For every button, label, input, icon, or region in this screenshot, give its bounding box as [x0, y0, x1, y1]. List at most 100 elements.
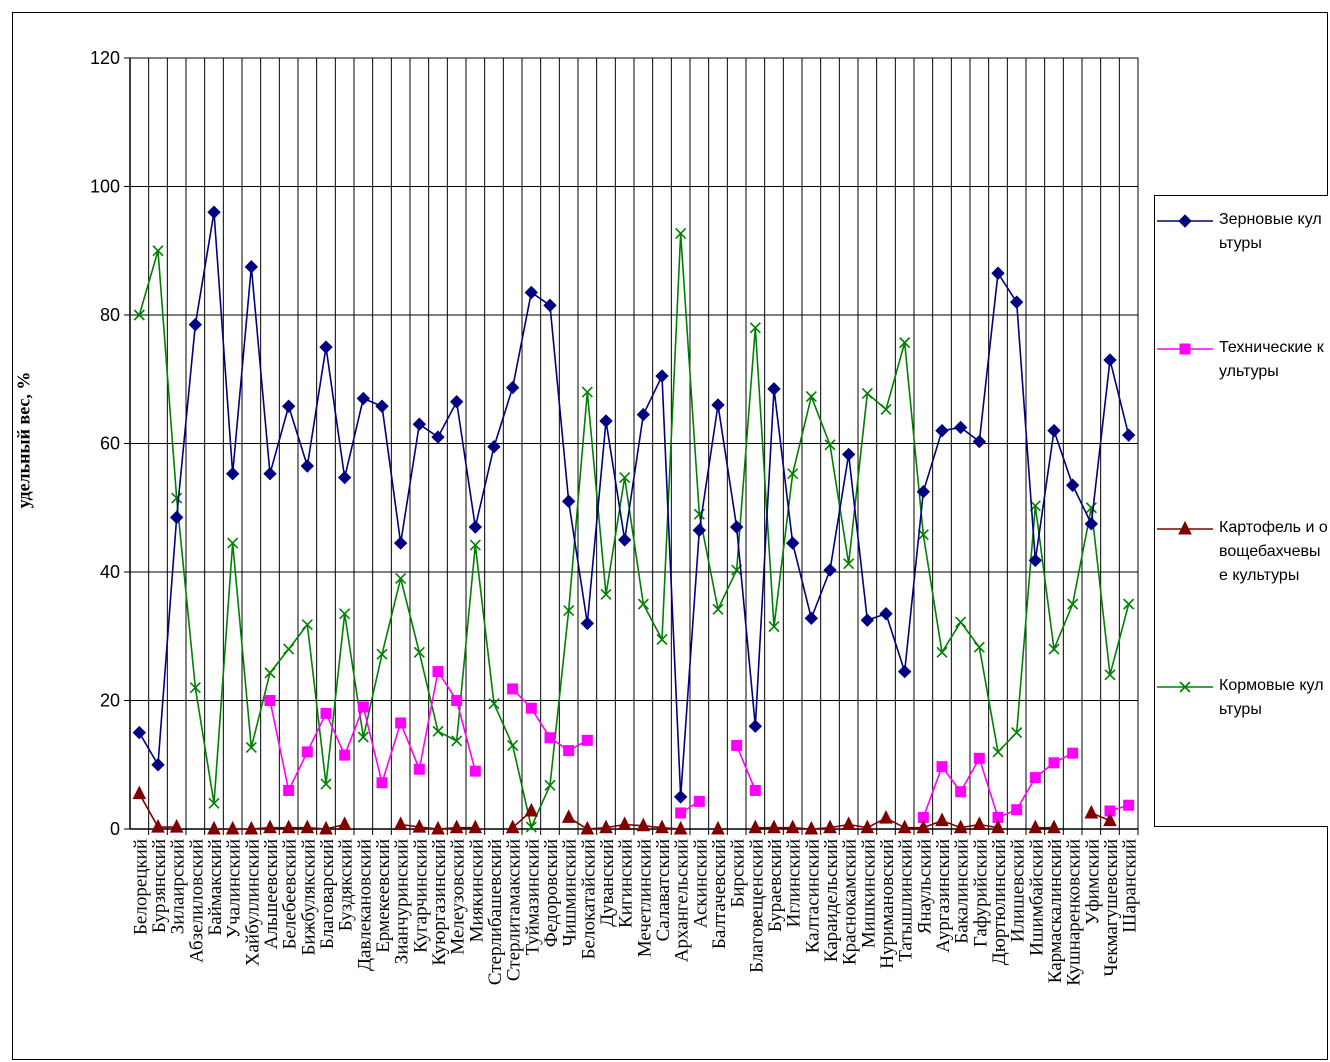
data-point	[992, 746, 1004, 758]
x-tick-label: Давлекановский	[354, 839, 375, 971]
x-tick-label: Краснокамский	[840, 839, 861, 965]
data-point	[955, 786, 967, 798]
data-point	[731, 739, 743, 751]
data-point	[544, 732, 556, 744]
data-point	[319, 820, 333, 835]
data-point	[636, 817, 651, 832]
data-point	[151, 818, 165, 833]
data-point	[841, 447, 856, 462]
x-tick-label: Дуванский	[597, 839, 618, 927]
data-point	[1065, 478, 1080, 492]
data-point	[973, 752, 985, 764]
data-point	[599, 414, 613, 428]
data-point	[1047, 819, 1061, 834]
data-point	[712, 603, 724, 615]
data-point	[469, 539, 481, 551]
data-point	[132, 785, 147, 800]
data-point	[337, 470, 352, 485]
data-point	[413, 763, 425, 775]
data-point	[505, 819, 520, 834]
data-point	[507, 739, 519, 752]
data-point	[376, 777, 388, 789]
data-point	[1085, 502, 1097, 514]
data-point	[804, 820, 819, 835]
data-point	[935, 812, 949, 827]
data-point	[244, 260, 259, 274]
data-point	[729, 520, 744, 534]
x-tick-label: Белокатайский	[578, 839, 599, 959]
x-tick-label: Мелеузовский	[448, 839, 469, 955]
y-tick-label: 60	[100, 434, 120, 454]
data-point	[1104, 669, 1116, 681]
x-tick-label: Кармаскалинский	[1045, 839, 1066, 983]
data-point	[357, 701, 369, 713]
data-point	[1179, 681, 1191, 693]
x-tick-label: Иглинский	[784, 839, 805, 927]
data-point	[785, 536, 800, 550]
data-point	[1011, 804, 1023, 816]
data-point	[916, 819, 931, 834]
data-point	[543, 298, 557, 313]
data-point	[973, 641, 985, 653]
data-point	[505, 380, 520, 395]
data-point	[749, 322, 761, 334]
data-point	[767, 382, 781, 396]
data-point	[264, 695, 276, 706]
data-point	[320, 778, 332, 790]
data-point	[393, 816, 408, 831]
data-point	[711, 820, 725, 835]
x-tick-label: Аскинский	[690, 839, 711, 928]
data-point	[692, 523, 707, 537]
y-axis-title: удельный вес, %	[13, 371, 34, 509]
data-point	[767, 819, 781, 834]
data-point	[376, 648, 388, 660]
y-tick-label: 40	[100, 562, 120, 582]
legend-marker	[1157, 214, 1213, 228]
data-point	[281, 819, 296, 834]
data-point	[1084, 517, 1099, 531]
data-point	[580, 820, 595, 835]
x-tick-label: Чекмагушевский	[1101, 839, 1122, 977]
x-tick-label: Бижбулякский	[298, 839, 319, 956]
data-point	[432, 725, 444, 737]
data-point	[395, 572, 407, 584]
data-point	[1103, 353, 1117, 367]
x-tick-label: Салаватский	[653, 839, 674, 941]
x-tick-label: Янаульский	[914, 839, 935, 934]
data-point	[412, 417, 427, 431]
data-point	[283, 784, 295, 796]
series-line	[735, 745, 757, 791]
data-point	[339, 749, 351, 761]
x-tick-label: Мечетлинский	[634, 839, 655, 957]
data-point	[953, 420, 968, 435]
data-point	[320, 707, 332, 719]
data-point	[936, 646, 948, 658]
x-tick-label: Бакалинский	[952, 839, 973, 944]
data-point	[169, 818, 184, 833]
data-point	[693, 795, 705, 807]
data-point	[1067, 747, 1079, 759]
y-tick-label: 120	[90, 48, 120, 68]
data-point	[281, 399, 296, 413]
data-point	[208, 797, 220, 809]
x-tick-label: Гафурийский	[970, 839, 991, 947]
data-point	[991, 266, 1005, 280]
data-point	[488, 698, 500, 710]
x-tick-label: Караидельский	[821, 839, 842, 962]
x-tick-label: Мишкинский	[858, 839, 879, 948]
data-point	[283, 643, 295, 655]
data-point	[897, 664, 912, 679]
data-point	[169, 510, 184, 525]
x-tick-label: Калтасинский	[802, 839, 823, 953]
data-point	[189, 682, 201, 694]
x-tick-label: Хайбуллинский	[242, 839, 263, 966]
legend-label: Картофель и овощебахчевые культуры	[1219, 519, 1328, 584]
data-point	[449, 395, 464, 409]
x-tick-label: Архангельский	[672, 839, 693, 962]
x-tick-label: Чишминский	[560, 839, 581, 947]
data-point	[375, 399, 389, 413]
data-point	[468, 520, 483, 534]
data-point	[823, 563, 837, 577]
data-point	[319, 340, 333, 354]
data-point	[301, 746, 313, 758]
